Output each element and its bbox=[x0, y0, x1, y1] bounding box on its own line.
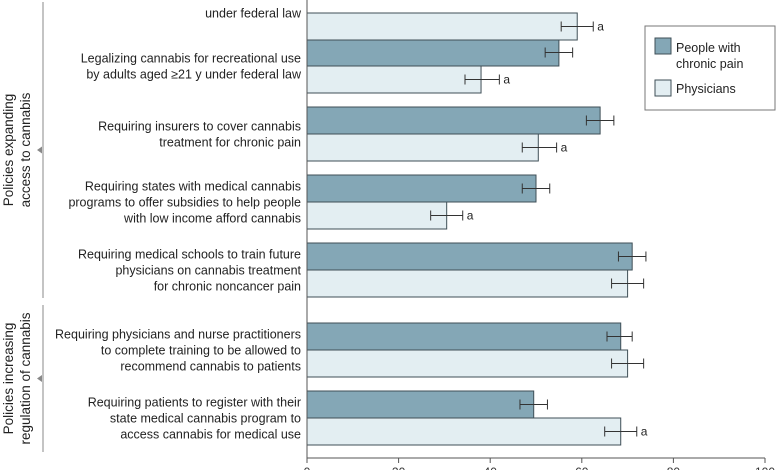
category-label: by adults aged ≥21 y under federal law bbox=[86, 68, 302, 82]
legend-swatch-chronic-pain bbox=[654, 37, 672, 55]
bar-physicians bbox=[306, 65, 482, 94]
legend-swatch-physicians bbox=[654, 79, 672, 97]
group-label: Policies increasing bbox=[1, 323, 16, 435]
x-tick-label: 20 bbox=[392, 465, 406, 470]
x-tick-label: 80 bbox=[667, 465, 681, 470]
bar-chronic-pain bbox=[306, 322, 622, 351]
bar-chronic-pain bbox=[306, 174, 537, 203]
category-label: recommend cannabis to patients bbox=[120, 360, 301, 374]
category-label: Requiring states with medical cannabis bbox=[85, 180, 301, 194]
significance-marker: a bbox=[561, 141, 568, 155]
significance-marker: a bbox=[503, 73, 510, 87]
category-label: Requiring patients to register with thei… bbox=[88, 396, 301, 410]
x-tick-label: 60 bbox=[575, 465, 589, 470]
category-label: to complete training to be allowed to bbox=[101, 344, 301, 358]
significance-marker: a bbox=[597, 20, 604, 34]
x-tick-label: 40 bbox=[484, 465, 498, 470]
x-tick-label: 0 bbox=[304, 465, 311, 470]
bar-physicians bbox=[306, 133, 539, 162]
category-label: programs to offer subsidies to help peop… bbox=[68, 196, 301, 210]
category-label: physicians on cannabis treatment bbox=[115, 264, 301, 278]
x-tick-label: 100 bbox=[755, 465, 775, 470]
category-label: state medical cannabis program to bbox=[110, 412, 301, 426]
bar-chronic-pain bbox=[306, 106, 601, 135]
bar-physicians bbox=[306, 269, 629, 298]
legend-label: chronic pain bbox=[676, 57, 743, 71]
group-label: regulation of cannabis bbox=[18, 312, 33, 444]
category-label: Requiring medical schools to train futur… bbox=[78, 248, 301, 262]
group-label: access to cannabis bbox=[18, 92, 33, 207]
category-label: Requiring physicians and nurse practitio… bbox=[55, 328, 301, 342]
bar-physicians bbox=[306, 417, 622, 446]
bar-physicians bbox=[306, 12, 578, 41]
category-label: Legalizing cannabis for recreational use bbox=[81, 52, 301, 66]
category-label: access cannabis for medical use bbox=[120, 428, 301, 442]
bar-chronic-pain bbox=[306, 38, 560, 67]
bar-physicians bbox=[306, 201, 448, 230]
category-label: Requiring insurers to cover cannabis bbox=[98, 120, 301, 134]
legend-label: People with bbox=[676, 41, 741, 55]
group-bracket-arrow bbox=[37, 146, 42, 154]
group-bracket-arrow bbox=[37, 375, 42, 382]
bar-physicians bbox=[306, 349, 629, 378]
significance-marker: a bbox=[467, 209, 474, 223]
significance-marker: a bbox=[641, 425, 648, 439]
category-label: treatment for chronic pain bbox=[159, 136, 301, 150]
category-label: for chronic noncancer pain bbox=[154, 280, 301, 294]
category-label: with low income afford cannabis bbox=[123, 212, 301, 226]
bar-chronic-pain bbox=[306, 390, 535, 419]
legend-label: Physicians bbox=[676, 82, 736, 96]
category-label: under federal law bbox=[205, 7, 302, 21]
group-label: Policies expanding bbox=[1, 94, 16, 207]
bar-chronic-pain bbox=[306, 242, 633, 271]
